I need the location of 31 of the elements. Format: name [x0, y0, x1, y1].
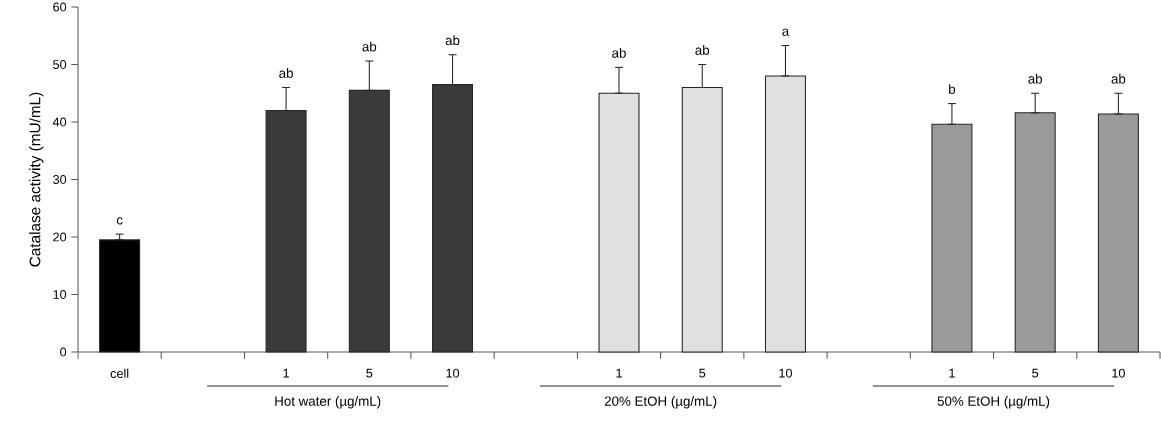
data-label: ab: [362, 41, 377, 52]
data-label: b: [949, 84, 956, 94]
data-label: ab: [1111, 73, 1126, 84]
data-label: ab: [612, 47, 626, 58]
text: Hot water (µg/mL): [275, 396, 381, 409]
data-label: a: [782, 28, 790, 36]
data-label: ab: [279, 68, 293, 78]
x-tick-label: 5: [1032, 368, 1039, 378]
text: 20% EtOH (µg/mL): [604, 396, 717, 409]
data-label: ab: [1028, 73, 1043, 84]
x-tick-label: cell: [110, 368, 129, 378]
x-tick-label: 1: [949, 368, 955, 378]
data-label: ab: [445, 35, 460, 46]
y-tick-label: 40: [52, 117, 67, 127]
data-label: ab: [695, 45, 710, 55]
x-tick-label: 10: [1112, 368, 1125, 378]
x-tick-label: 1: [283, 368, 289, 378]
y-tick-label: 0: [60, 347, 67, 357]
y-tick-label: 10: [53, 290, 67, 299]
x-tick-label: 5: [366, 368, 373, 378]
y-axis-title: Catalase activity (mU/mL): [29, 92, 44, 267]
y-tick-label: 30: [53, 175, 67, 184]
y-tick-label: 20: [53, 232, 67, 242]
y-tick-label: 60: [53, 2, 67, 12]
y-tick-label: 50: [53, 60, 67, 69]
x-tick-label: 10: [779, 368, 793, 378]
x-tick-label: 1: [616, 368, 622, 378]
x-tick-label: 10: [446, 368, 460, 378]
data-label: c: [116, 217, 123, 225]
text: 50% EtOH (µg/mL): [937, 396, 1050, 409]
x-tick-label: 5: [699, 368, 706, 378]
